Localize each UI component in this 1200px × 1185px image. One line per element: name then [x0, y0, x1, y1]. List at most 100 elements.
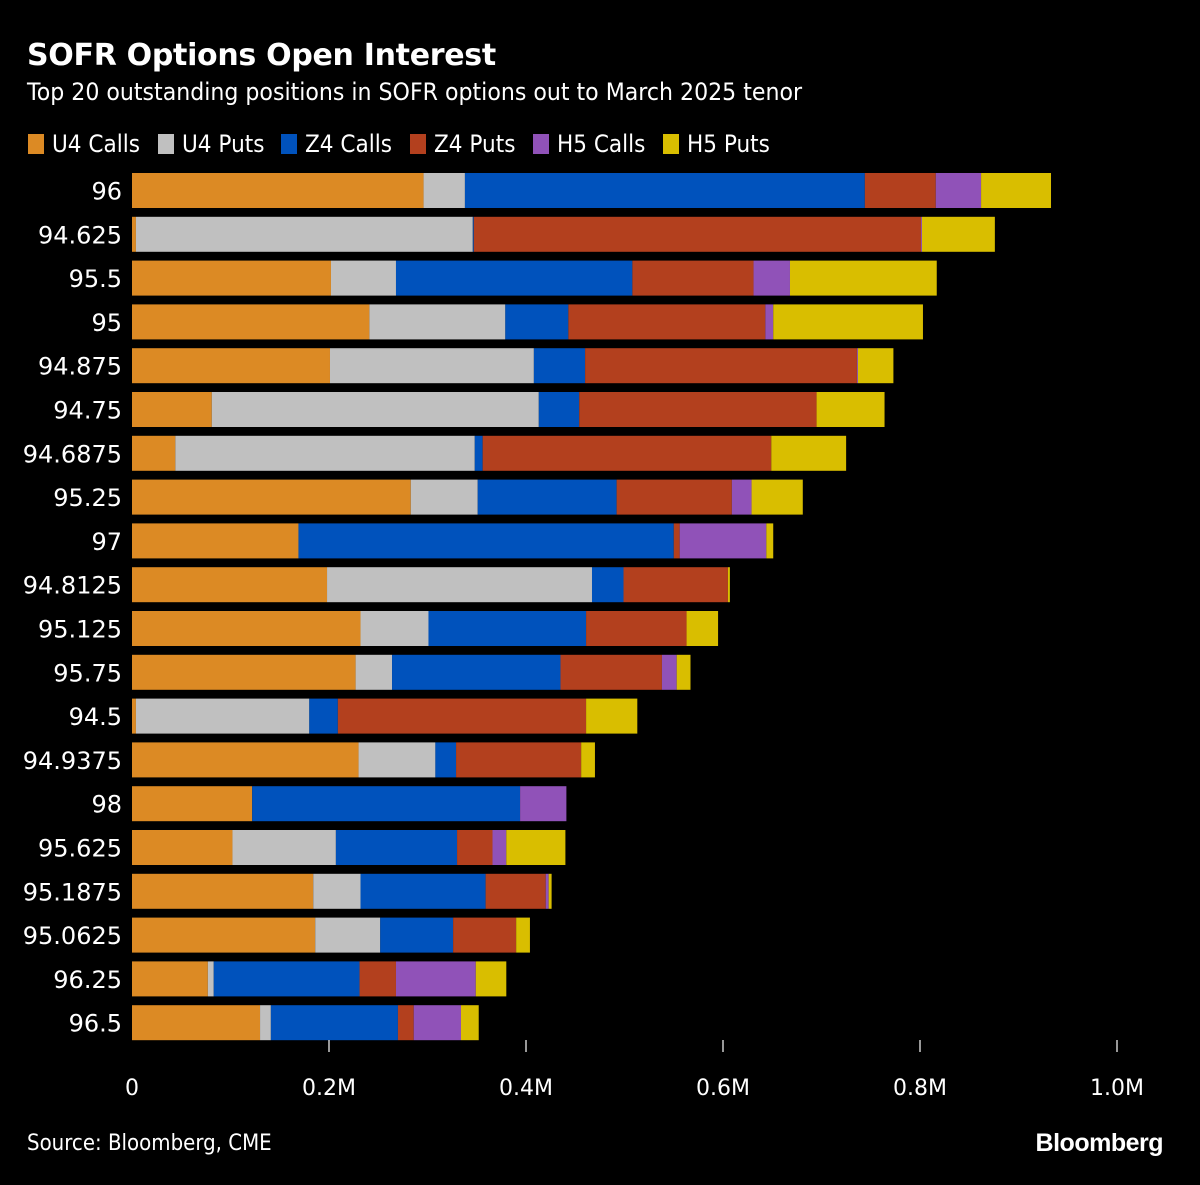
bar-segment-u4-calls — [132, 917, 316, 953]
bar-segment-h5-puts — [460, 1005, 479, 1041]
bar-row: 96 — [91, 173, 1052, 208]
legend-item-u4-puts: U4 Puts — [157, 130, 266, 158]
bar-row: 94.6875 — [23, 435, 847, 471]
bar-row: 96.25 — [53, 961, 507, 997]
y-tick-label: 96.5 — [69, 1010, 122, 1038]
bar-segment-h5-puts — [816, 392, 885, 427]
bar-row: 95.625 — [38, 830, 566, 865]
bar-row: 96.5 — [69, 1005, 479, 1041]
bar-segment-z4-calls — [270, 1005, 398, 1041]
bar-segment-h5-puts — [771, 435, 847, 471]
bar-segment-z4-calls — [533, 348, 586, 384]
bar-segment-u4-puts — [313, 873, 361, 909]
bar-row: 95.75 — [53, 654, 691, 690]
bar-segment-z4-calls — [309, 698, 338, 734]
legend-item-z4-puts: Z4 Puts — [410, 130, 517, 158]
bar-segment-h5-puts — [981, 173, 1052, 208]
bar-segment-h5-puts — [921, 216, 995, 252]
bar-segment-z4-calls — [591, 567, 624, 603]
bar-segment-z4-calls — [428, 611, 587, 646]
bar-segment-h5-calls — [731, 479, 752, 515]
bar-segment-u4-calls — [132, 786, 253, 822]
y-tick-label: 97 — [91, 528, 122, 556]
bar-segment-z4-puts — [632, 260, 754, 296]
legend-item-u4-calls: U4 Calls — [28, 130, 142, 158]
y-tick-label: 94.9375 — [23, 747, 122, 775]
legend-label: U4 Puts — [181, 130, 265, 158]
bar-segment-h5-puts — [676, 654, 691, 690]
bar-row: 94.875 — [38, 348, 894, 384]
bar-segment-u4-puts — [327, 567, 592, 603]
bar-segment-u4-calls — [132, 523, 299, 559]
bar-segment-h5-calls — [920, 216, 922, 252]
bar-segment-u4-calls — [132, 173, 424, 208]
bar-segment-u4-puts — [135, 698, 310, 734]
bar-segment-h5-puts — [727, 567, 730, 603]
bar-segment-h5-puts — [686, 611, 719, 646]
legend-swatch — [281, 134, 298, 154]
y-tick-label: 94.5 — [69, 703, 122, 731]
bar-segment-z4-calls — [477, 479, 617, 515]
bar-segment-u4-puts — [135, 216, 473, 252]
bar-segment-z4-puts — [616, 479, 732, 515]
bar-segment-u4-puts — [211, 392, 539, 427]
bar-segment-h5-puts — [548, 873, 552, 909]
bar-segment-z4-calls — [505, 304, 569, 340]
bar-segment-u4-puts — [369, 304, 506, 340]
y-tick-label: 94.75 — [53, 397, 122, 425]
y-tick-label: 95.1875 — [23, 878, 122, 906]
bar-segment-h5-puts — [773, 304, 923, 340]
legend-swatch — [532, 134, 549, 154]
bar-segment-u4-puts — [423, 173, 465, 208]
bar-segment-u4-calls — [132, 698, 136, 734]
bar-row: 98 — [91, 786, 567, 822]
x-tick-label: 0.8M — [893, 1076, 947, 1101]
y-tick-label: 95 — [91, 309, 122, 337]
bar-segment-h5-puts — [766, 523, 774, 559]
bar-row: 97 — [91, 523, 774, 559]
bar-segment-z4-puts — [482, 435, 772, 471]
bar-segment-z4-calls — [474, 435, 483, 471]
bar-segment-u4-calls — [132, 479, 411, 515]
bar-segment-h5-calls — [395, 961, 476, 997]
bar-segment-h5-puts — [581, 742, 595, 778]
bar-segment-u4-calls — [132, 348, 330, 384]
y-tick-label: 98 — [91, 791, 122, 819]
bar-segment-z4-puts — [568, 304, 766, 340]
y-tick-label: 96 — [91, 178, 122, 206]
x-tick-label: 0.6M — [696, 1076, 750, 1101]
y-tick-label: 95.25 — [53, 484, 122, 512]
bar-segment-h5-puts — [857, 348, 894, 384]
bar-segment-h5-calls — [492, 830, 507, 865]
bar-segment-z4-puts — [485, 873, 546, 909]
bar-segment-z4-calls — [538, 392, 580, 427]
bar-segment-z4-calls — [298, 523, 674, 559]
bar-segment-z4-puts — [397, 1005, 414, 1041]
bar-segment-u4-calls — [132, 611, 361, 646]
bar-segment-z4-puts — [337, 698, 587, 734]
bar-segment-h5-puts — [789, 260, 937, 296]
x-tick-label: 0.4M — [499, 1076, 553, 1101]
bar-segment-h5-puts — [586, 698, 638, 734]
bloomberg-logo: Bloomberg — [1035, 1129, 1164, 1157]
legend-swatch — [410, 134, 427, 154]
legend-item-h5-calls: H5 Calls — [532, 130, 647, 158]
bar-segment-h5-calls — [753, 260, 790, 296]
bar-segment-h5-calls — [856, 348, 858, 384]
legend: U4 Calls U4 Puts Z4 Calls Z4 Puts H5 Calls H5… — [28, 130, 787, 158]
bar-segment-h5-calls — [545, 873, 549, 909]
bar-segment-h5-calls — [520, 786, 567, 822]
bar-row: 95.25 — [53, 479, 803, 515]
bar-segment-u4-calls — [132, 873, 314, 909]
x-tick-label: 0 — [125, 1076, 139, 1101]
bar-segment-z4-puts — [453, 917, 517, 953]
legend-label: Z4 Calls — [305, 130, 393, 158]
bar-segment-u4-calls — [132, 1005, 261, 1041]
bar-segment-z4-calls — [435, 742, 457, 778]
y-tick-label: 95.125 — [38, 616, 122, 644]
bar-segment-u4-puts — [355, 654, 393, 690]
legend-swatch — [157, 134, 174, 154]
bar-segment-z4-calls — [335, 830, 458, 865]
bar-segment-u4-puts — [175, 435, 475, 471]
legend-swatch — [662, 134, 679, 154]
